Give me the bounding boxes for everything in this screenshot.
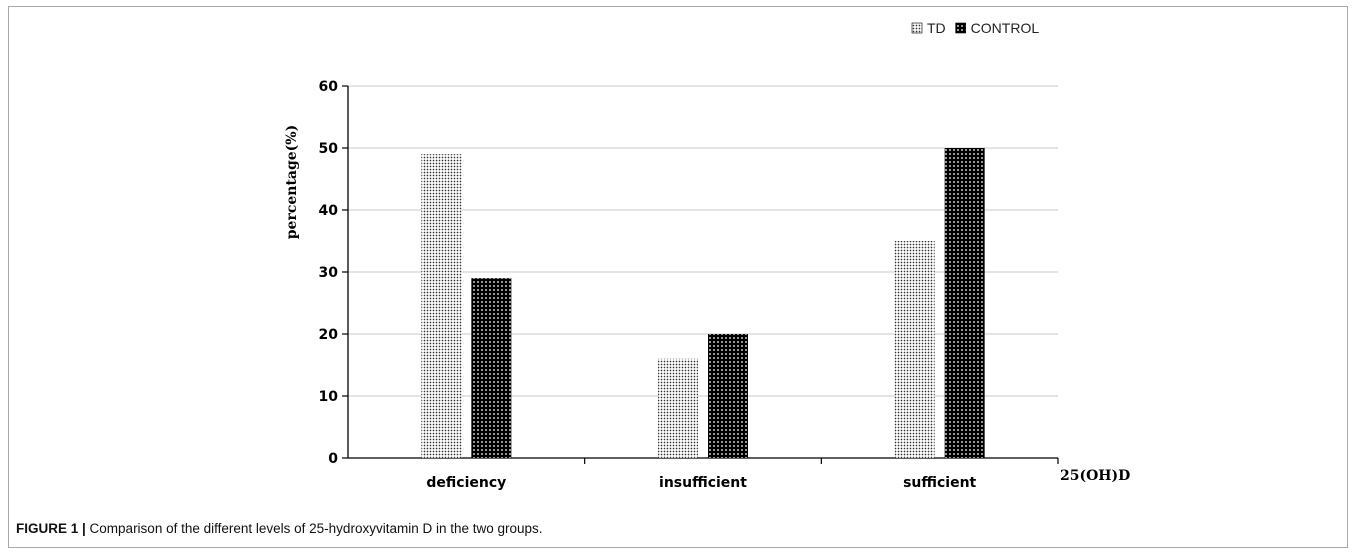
y-tick-label: 10 <box>319 389 339 405</box>
legend-swatch-td <box>911 22 923 34</box>
caption-text: Comparison of the different levels of 25… <box>85 521 543 536</box>
labels: 0 10 20 30 40 50 60 deficiency insufficient suffi… <box>284 79 1130 491</box>
y-tick-label: 40 <box>319 203 339 219</box>
bar-control-sufficient <box>944 148 985 458</box>
bar-td-sufficient <box>894 241 935 458</box>
y-tick-label: 50 <box>319 141 339 157</box>
x-category-label: insufficient <box>659 475 747 491</box>
legend-label-td: TD <box>927 20 946 36</box>
bar-td-insufficient <box>658 358 698 458</box>
bar-control-insufficient <box>708 334 748 458</box>
legend: TD CONTROL <box>911 20 1040 36</box>
y-tick-label: 20 <box>319 327 339 343</box>
y-tick-label: 60 <box>319 79 339 95</box>
caption-label: FIGURE 1 | <box>16 521 86 536</box>
y-axis-title: percentage(%) <box>284 125 300 239</box>
axes <box>342 85 1059 464</box>
gridlines <box>348 85 1058 397</box>
legend-swatch-control <box>955 22 966 34</box>
legend-label-control: CONTROL <box>971 20 1040 36</box>
x-axis-title: 25(OH)D <box>1060 468 1130 484</box>
x-category-label: sufficient <box>903 475 976 491</box>
y-tick-label: 0 <box>328 451 338 467</box>
figure-caption: FIGURE 1 | Comparison of the different l… <box>16 521 543 536</box>
bar-td-deficiency <box>421 154 462 458</box>
x-category-label: deficiency <box>426 475 506 491</box>
bars <box>421 148 985 458</box>
y-tick-label: 30 <box>319 265 339 281</box>
bar-control-deficiency <box>471 278 512 458</box>
